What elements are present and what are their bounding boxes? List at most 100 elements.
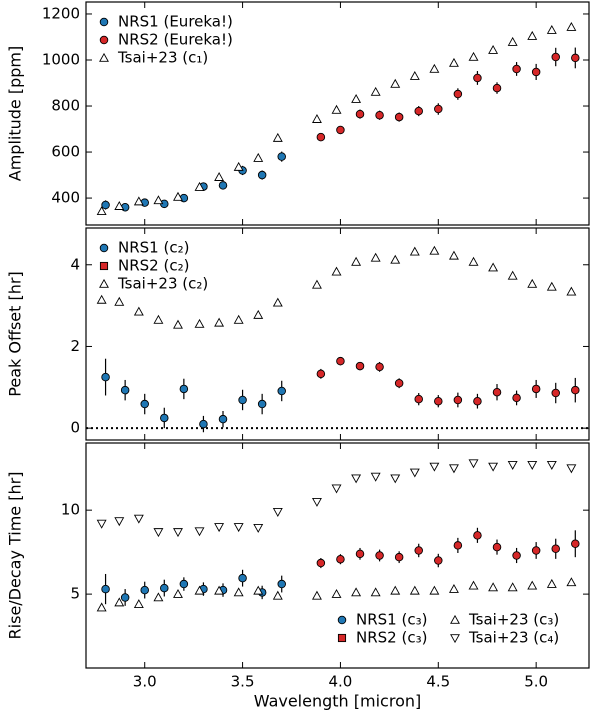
- y-tick-label: 5: [70, 585, 80, 603]
- data-point: [370, 472, 381, 482]
- data-point: [114, 201, 125, 210]
- data-point: [253, 585, 264, 595]
- data-point: [355, 549, 365, 559]
- data-point: [492, 83, 502, 93]
- data-point: [488, 462, 499, 472]
- data-point: [566, 21, 577, 31]
- data-point: [571, 539, 580, 548]
- data-point: [551, 544, 560, 554]
- y-tick-label: 1000: [42, 50, 80, 68]
- x-axis-label: Wavelength [micron]: [254, 692, 421, 711]
- data-point: [96, 206, 107, 216]
- data-point: [153, 528, 164, 538]
- y-axis-label: Amplitude [ppm]: [6, 46, 25, 181]
- data-point: [214, 523, 225, 533]
- data-point: [453, 541, 463, 550]
- plot-frame: [85, 442, 590, 669]
- data-point: [277, 152, 286, 161]
- data-point: [414, 106, 423, 116]
- data-point: [434, 396, 443, 406]
- data-point: [390, 78, 401, 88]
- legend-marker: [99, 17, 109, 27]
- data-point: [566, 286, 577, 296]
- data-point: [96, 519, 107, 529]
- data-point: [179, 384, 189, 394]
- data-point: [331, 484, 342, 494]
- data-point: [473, 531, 482, 540]
- data-point: [194, 181, 205, 191]
- data-point: [114, 296, 125, 306]
- data-point: [316, 132, 326, 142]
- data-point: [277, 579, 286, 589]
- data-point: [351, 256, 362, 266]
- data-point: [468, 580, 479, 590]
- data-point: [468, 459, 479, 469]
- data-point: [507, 461, 518, 470]
- data-point: [101, 200, 110, 210]
- y-tick-label: 4: [70, 255, 80, 273]
- data-point: [336, 356, 345, 366]
- data-point: [101, 372, 110, 382]
- legend-marker: [99, 261, 109, 271]
- data-point: [253, 309, 264, 319]
- data-point: [96, 294, 107, 304]
- data-point: [311, 590, 322, 600]
- data-point: [233, 587, 244, 597]
- data-point: [218, 414, 228, 424]
- data-point: [394, 378, 404, 388]
- data-point: [316, 558, 326, 568]
- data-point: [179, 579, 189, 589]
- data-point: [311, 114, 322, 123]
- data-point: [114, 517, 125, 527]
- data-point: [448, 250, 459, 260]
- x-tick-label: 4.0: [329, 673, 353, 691]
- legend-marker: [99, 35, 109, 45]
- data-point: [429, 585, 440, 595]
- data-point: [160, 413, 169, 423]
- data-point: [214, 585, 225, 595]
- data-point: [434, 556, 443, 565]
- data-point: [375, 551, 384, 560]
- data-point: [331, 588, 342, 598]
- data-point: [272, 508, 283, 517]
- data-point: [311, 279, 322, 289]
- data-point: [488, 582, 499, 592]
- x-tick-label: 3.0: [133, 673, 157, 691]
- data-point: [133, 306, 144, 316]
- legend-marker: [450, 614, 460, 624]
- data-point: [173, 319, 183, 329]
- data-point: [272, 297, 283, 307]
- data-point: [512, 64, 521, 74]
- data-point: [448, 583, 459, 593]
- data-point: [214, 172, 225, 181]
- data-point: [527, 461, 538, 470]
- data-point: [429, 245, 440, 255]
- data-point: [551, 388, 560, 398]
- data-point: [546, 578, 557, 588]
- y-tick-label: 0: [70, 419, 80, 437]
- data-point: [512, 393, 521, 403]
- legend-marker: [99, 278, 109, 288]
- y-tick-label: 2: [70, 337, 80, 355]
- data-point: [370, 252, 381, 262]
- data-point: [375, 362, 384, 372]
- data-point: [257, 399, 267, 409]
- plot-frame: [85, 1, 590, 226]
- data-point: [429, 63, 440, 73]
- data-point: [272, 590, 283, 600]
- legend-marker: [99, 243, 109, 253]
- data-point: [253, 523, 264, 533]
- x-tick-label: 5.0: [524, 673, 548, 691]
- data-point: [566, 577, 577, 587]
- data-point: [390, 474, 401, 484]
- data-point: [551, 52, 560, 62]
- data-point: [512, 551, 521, 560]
- data-point: [233, 314, 244, 324]
- data-point: [527, 580, 538, 590]
- data-point: [160, 583, 169, 593]
- legend-label: NRS1 (c₃): [356, 611, 427, 629]
- legend-label: NRS2 (c₂): [118, 257, 189, 275]
- data-point: [233, 523, 244, 533]
- legend-label: Tsai+23 (c₁): [117, 49, 208, 67]
